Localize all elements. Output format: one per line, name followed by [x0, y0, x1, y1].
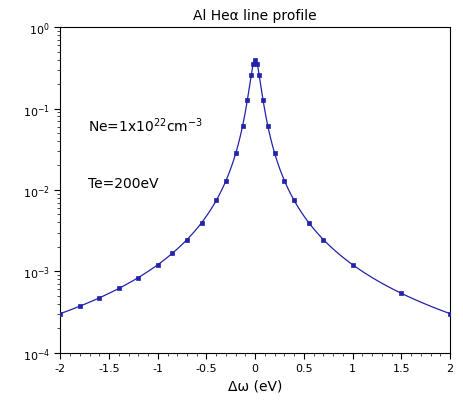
Text: Te=200eV: Te=200eV [88, 177, 158, 191]
Text: Ne=1x10$^{22}$cm$^{-3}$: Ne=1x10$^{22}$cm$^{-3}$ [88, 116, 202, 135]
X-axis label: Δω (eV): Δω (eV) [227, 379, 282, 393]
Title: Al Heα line profile: Al Heα line profile [193, 9, 316, 23]
